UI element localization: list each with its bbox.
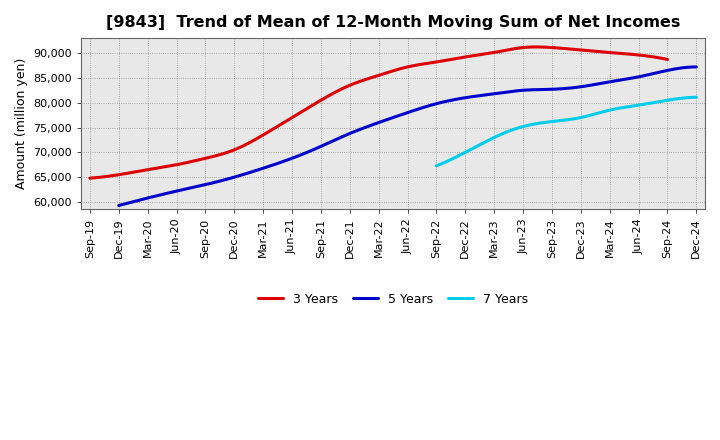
5 Years (117, 202, 125, 208)
5 Years (692, 64, 701, 70)
3 Years (532, 44, 541, 50)
5 Years (601, 80, 610, 85)
Line: 3 Years: 3 Years (90, 47, 667, 178)
7 Years (433, 163, 441, 168)
7 Years (667, 97, 676, 102)
3 Years (663, 57, 672, 62)
3 Years (575, 47, 583, 52)
5 Years (456, 96, 465, 101)
7 Years (587, 112, 595, 117)
Line: 7 Years: 7 Years (436, 97, 696, 166)
3 Years (429, 60, 438, 65)
3 Years (88, 176, 96, 181)
3 Years (428, 60, 436, 65)
Y-axis label: Amount (million yen): Amount (million yen) (15, 58, 28, 189)
7 Years (651, 99, 660, 105)
5 Years (458, 95, 467, 101)
3 Years (439, 58, 448, 63)
5 Years (114, 203, 123, 208)
Title: [9843]  Trend of Mean of 12-Month Moving Sum of Net Incomes: [9843] Trend of Mean of 12-Month Moving … (106, 15, 680, 30)
7 Years (586, 113, 595, 118)
Line: 5 Years: 5 Years (119, 67, 696, 205)
3 Years (611, 50, 620, 55)
Legend: 3 Years, 5 Years, 7 Years: 3 Years, 5 Years, 7 Years (253, 288, 534, 311)
5 Years (468, 94, 477, 99)
3 Years (86, 176, 94, 181)
7 Years (692, 95, 701, 100)
5 Years (638, 73, 647, 79)
7 Years (591, 111, 600, 117)
7 Years (432, 163, 441, 169)
